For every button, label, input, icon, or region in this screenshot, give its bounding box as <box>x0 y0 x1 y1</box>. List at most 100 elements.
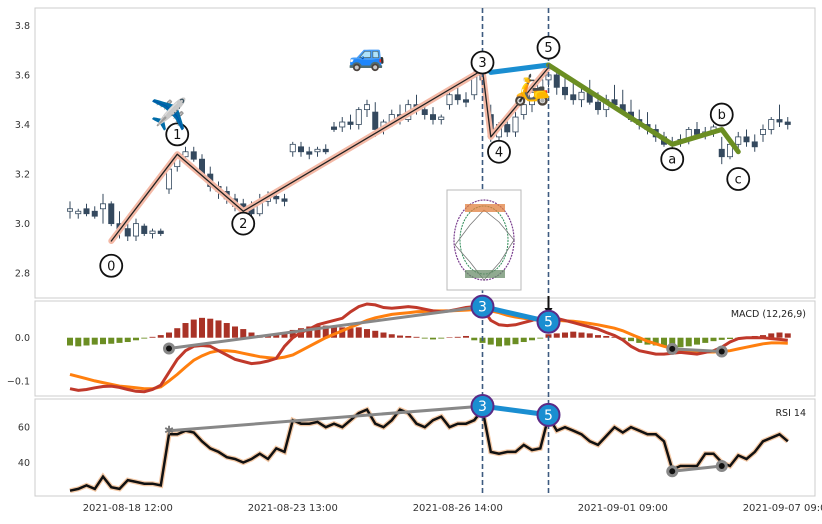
macd-histogram-bar <box>413 336 420 338</box>
macd-histogram-bar <box>306 326 313 338</box>
candle-body <box>529 91 536 106</box>
candle-body <box>67 208 74 212</box>
candle-body <box>421 109 428 115</box>
macd-wave-marker-label: 5 <box>544 315 553 331</box>
wave-label: b <box>718 108 726 123</box>
macd-divergence-line <box>167 305 484 350</box>
macd-histogram-bar <box>545 334 552 338</box>
wave-label: 4 <box>495 145 503 160</box>
candle-body <box>141 225 148 234</box>
candle-body <box>363 104 370 111</box>
macd-y-tick-label: −0.1 <box>7 376 30 387</box>
wave-label: 2 <box>239 217 247 232</box>
macd-histogram-bar <box>611 336 618 338</box>
candle-body <box>83 208 90 215</box>
macd-histogram-bar <box>669 337 676 348</box>
candle-body <box>784 121 791 125</box>
macd-histogram-bar <box>83 337 90 346</box>
macd-histogram-bar <box>372 330 379 338</box>
macd-histogram-bar <box>199 317 205 338</box>
macd-histogram-bar <box>314 325 321 338</box>
macd-histogram-bar <box>570 331 577 338</box>
macd-histogram-bar <box>438 337 445 339</box>
wave-label-circle <box>726 167 751 191</box>
wave-label: 5 <box>544 41 552 56</box>
candle-body <box>190 151 197 160</box>
rsi-panel-label: RSI 14 <box>775 408 806 419</box>
wave-label: 0 <box>107 259 115 274</box>
candle-body <box>512 116 519 133</box>
wave-label-circle <box>165 122 190 147</box>
candle-body <box>578 91 585 101</box>
macd-histogram-bar <box>504 337 511 346</box>
candle-body <box>553 74 560 88</box>
rsi-divergence-line <box>167 404 484 433</box>
macd-wave-marker-label: 3 <box>478 300 487 316</box>
candle-body <box>462 99 469 103</box>
candle-body <box>124 228 131 237</box>
wave-label-circle <box>99 253 124 278</box>
emoji-marker: ✈️ <box>150 95 187 132</box>
price-y-tick-label: 2.8 <box>15 269 30 280</box>
x-tick-label: 2021-08-18 12:00 <box>83 503 173 514</box>
macd-histogram-bar <box>232 326 238 338</box>
macd-histogram-bar <box>603 335 610 338</box>
candle-body <box>339 121 346 128</box>
macd-histogram-bar <box>578 332 585 338</box>
price-y-tick-label: 3.8 <box>15 21 30 32</box>
macd-histogram-bar <box>512 337 519 345</box>
macd-histogram-bar <box>364 329 370 338</box>
macd-histogram-bar <box>768 333 775 338</box>
macd-histogram-bar <box>652 337 659 346</box>
macd-histogram-bar <box>322 325 329 338</box>
candle-body <box>91 210 98 217</box>
macd-histogram-bar <box>710 337 717 342</box>
macd-histogram-bar <box>380 332 387 338</box>
candle-body <box>281 198 288 202</box>
macd-histogram-bar <box>520 337 527 343</box>
candle-body <box>306 151 313 155</box>
x-tick-label: 2021-09-01 09:00 <box>578 503 668 514</box>
candle-body <box>743 136 750 143</box>
wave-label: 3 <box>478 56 486 71</box>
macd-histogram-bar <box>223 323 230 338</box>
wave-label-circle <box>660 147 685 172</box>
macd-histogram-bar <box>248 332 255 338</box>
macd-histogram-bar <box>273 334 280 338</box>
candle-body <box>768 119 775 130</box>
macd-histogram-bar <box>100 337 106 345</box>
macd-histogram-bar <box>685 337 692 347</box>
macd-wave-marker <box>470 294 495 319</box>
macd-histogram-bar <box>347 328 354 338</box>
candle-body <box>132 223 139 237</box>
candle-body <box>562 86 569 96</box>
macd-histogram-bar <box>265 335 271 338</box>
macd-histogram-bar <box>108 337 115 344</box>
price-y-tick-label: 3.4 <box>15 120 30 131</box>
x-tick-label: 2021-08-23 13:00 <box>248 503 338 514</box>
rsi-wave-marker-label: 3 <box>478 399 487 415</box>
macd-histogram-bar <box>166 332 172 338</box>
candle-body <box>595 101 602 111</box>
macd-histogram-bar <box>537 337 544 339</box>
candle-body <box>347 121 354 125</box>
rsi-y-tick-label: 40 <box>18 458 30 469</box>
macd-histogram-bar <box>553 333 560 338</box>
candle-body <box>735 136 742 145</box>
candle-body <box>760 129 767 135</box>
macd-histogram-bar <box>430 337 436 340</box>
macd-histogram-bar <box>339 327 346 338</box>
macd-histogram-bar <box>281 332 288 338</box>
macd-histogram-bar <box>240 329 247 338</box>
macd-histogram-bar <box>586 333 593 338</box>
macd-y-tick-label: 0.0 <box>15 333 30 344</box>
rsi-wave-marker <box>536 402 561 427</box>
macd-histogram-bar <box>776 332 783 338</box>
candle-body <box>504 124 511 133</box>
macd-divergence-line <box>670 347 724 353</box>
macd-histogram-bar <box>628 337 634 342</box>
candle-body <box>108 203 115 225</box>
macd-histogram-bar <box>727 337 733 339</box>
macd-histogram-bar <box>562 332 568 338</box>
wave-label-circle <box>487 139 511 164</box>
